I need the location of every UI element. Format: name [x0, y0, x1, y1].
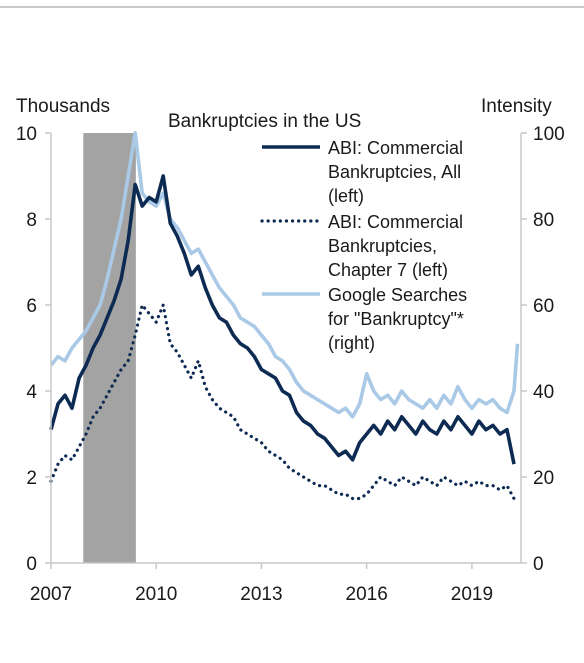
right-tick-label: 40: [533, 382, 554, 403]
x-tick-label: 2019: [451, 584, 493, 605]
x-tick-label: 2010: [135, 584, 177, 605]
legend-label-1: Bankruptcies, All: [328, 162, 461, 182]
right-axis-title: Intensity: [481, 96, 552, 117]
legend-label-3: Google Searches: [328, 285, 467, 305]
series-layer: [49, 131, 520, 501]
left-tick-label: 4: [26, 382, 37, 403]
chart-title: Bankruptcies in the US: [168, 111, 361, 132]
right-tick-label: 80: [533, 210, 554, 231]
legend-label-1: (left): [328, 186, 364, 206]
legend: ABI: Commercial Bankruptcies, All (left) AB…: [260, 138, 467, 353]
top-divider: [0, 6, 584, 8]
legend-label-2: Bankruptcies,: [328, 236, 437, 256]
legend-label-3: (right): [328, 333, 375, 353]
x-tick-label: 2013: [240, 584, 282, 605]
right-tick-label: 100: [533, 124, 565, 145]
legend-label-2: Chapter 7 (left): [328, 260, 448, 280]
right-tick-label: 60: [533, 296, 554, 317]
legend-label-1: ABI: Commercial: [328, 138, 463, 158]
series-line-commercial-all: [49, 174, 516, 465]
x-tick-label: 2007: [30, 584, 72, 605]
left-tick-label: 8: [26, 210, 37, 231]
x-tick-label: 2016: [346, 584, 388, 605]
series-line-commercial-chapter7: [49, 303, 516, 501]
right-tick-label: 20: [533, 468, 554, 489]
left-tick-label: 10: [16, 124, 37, 145]
left-axis-title: Thousands: [16, 96, 110, 117]
legend-label-3: for "Bankruptcy"*: [328, 309, 464, 329]
axes-layer: [50, 133, 522, 564]
series-line-google-searches: [49, 131, 520, 419]
right-tick-label: 0: [533, 554, 544, 575]
legend-label-2: ABI: Commercial: [328, 212, 463, 232]
left-tick-label: 6: [26, 296, 37, 317]
left-tick-label: 0: [26, 554, 37, 575]
left-tick-label: 2: [26, 468, 37, 489]
